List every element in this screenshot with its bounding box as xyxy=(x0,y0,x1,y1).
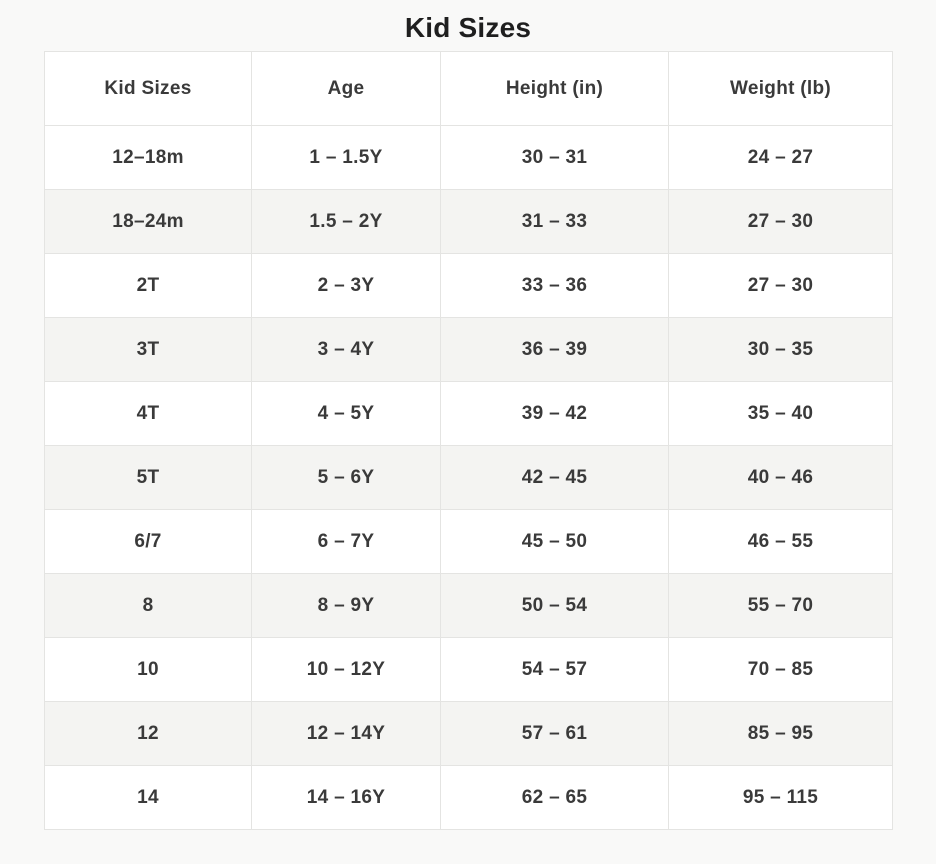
size-cell: 6/7 xyxy=(44,509,252,574)
height-cell: 45 – 50 xyxy=(440,509,669,574)
weight-cell: 85 – 95 xyxy=(668,701,893,766)
size-table-header: Kid Sizes Age Height (in) Weight (lb) xyxy=(44,51,893,126)
column-header-height: Height (in) xyxy=(440,51,669,126)
table-row: 18–24m 1.5 – 2Y 31 – 33 27 – 30 xyxy=(44,189,893,254)
weight-cell: 35 – 40 xyxy=(668,381,893,446)
size-cell: 14 xyxy=(44,765,252,830)
height-cell: 54 – 57 xyxy=(440,637,669,702)
size-cell: 3T xyxy=(44,317,252,382)
column-header-age: Age xyxy=(251,51,441,126)
age-cell: 2 – 3Y xyxy=(251,253,441,318)
age-cell: 1 – 1.5Y xyxy=(251,125,441,190)
weight-cell: 27 – 30 xyxy=(668,253,893,318)
age-cell: 6 – 7Y xyxy=(251,509,441,574)
kid-sizes-table: Kid Sizes Age Height (in) Weight (lb) 12… xyxy=(44,51,893,830)
height-cell: 36 – 39 xyxy=(440,317,669,382)
age-cell: 1.5 – 2Y xyxy=(251,189,441,254)
age-cell: 3 – 4Y xyxy=(251,317,441,382)
size-cell: 18–24m xyxy=(44,189,252,254)
size-cell: 8 xyxy=(44,573,252,638)
size-cell: 2T xyxy=(44,253,252,318)
column-header-weight: Weight (lb) xyxy=(668,51,893,126)
age-cell: 5 – 6Y xyxy=(251,445,441,510)
age-cell: 10 – 12Y xyxy=(251,637,441,702)
age-cell: 14 – 16Y xyxy=(251,765,441,830)
header-row: Kid Sizes Age Height (in) Weight (lb) xyxy=(44,51,893,126)
age-cell: 4 – 5Y xyxy=(251,381,441,446)
height-cell: 30 – 31 xyxy=(440,125,669,190)
height-cell: 39 – 42 xyxy=(440,381,669,446)
column-header-kid-sizes: Kid Sizes xyxy=(44,51,252,126)
weight-cell: 55 – 70 xyxy=(668,573,893,638)
size-cell: 10 xyxy=(44,637,252,702)
table-row: 3T 3 – 4Y 36 – 39 30 – 35 xyxy=(44,317,893,382)
weight-cell: 24 – 27 xyxy=(668,125,893,190)
table-row: 10 10 – 12Y 54 – 57 70 – 85 xyxy=(44,637,893,702)
size-table-container: Kid Sizes Age Height (in) Weight (lb) 12… xyxy=(44,51,893,830)
size-table-body: 12–18m 1 – 1.5Y 30 – 31 24 – 27 18–24m 1.5 – … xyxy=(44,125,893,830)
table-row: 5T 5 – 6Y 42 – 45 40 – 46 xyxy=(44,445,893,510)
table-row: 6/7 6 – 7Y 45 – 50 46 – 55 xyxy=(44,509,893,574)
weight-cell: 27 – 30 xyxy=(668,189,893,254)
age-cell: 8 – 9Y xyxy=(251,573,441,638)
size-cell: 12–18m xyxy=(44,125,252,190)
table-row: 14 14 – 16Y 62 – 65 95 – 115 xyxy=(44,765,893,830)
size-cell: 12 xyxy=(44,701,252,766)
size-cell: 4T xyxy=(44,381,252,446)
height-cell: 57 – 61 xyxy=(440,701,669,766)
weight-cell: 95 – 115 xyxy=(668,765,893,830)
height-cell: 31 – 33 xyxy=(440,189,669,254)
table-row: 2T 2 – 3Y 33 – 36 27 – 30 xyxy=(44,253,893,318)
weight-cell: 70 – 85 xyxy=(668,637,893,702)
height-cell: 33 – 36 xyxy=(440,253,669,318)
weight-cell: 40 – 46 xyxy=(668,445,893,510)
table-row: 12–18m 1 – 1.5Y 30 – 31 24 – 27 xyxy=(44,125,893,190)
height-cell: 50 – 54 xyxy=(440,573,669,638)
height-cell: 42 – 45 xyxy=(440,445,669,510)
weight-cell: 30 – 35 xyxy=(668,317,893,382)
size-cell: 5T xyxy=(44,445,252,510)
page-title: Kid Sizes xyxy=(404,12,532,43)
table-row: 12 12 – 14Y 57 – 61 85 – 95 xyxy=(44,701,893,766)
height-cell: 62 – 65 xyxy=(440,765,669,830)
age-cell: 12 – 14Y xyxy=(251,701,441,766)
weight-cell: 46 – 55 xyxy=(668,509,893,574)
table-row: 4T 4 – 5Y 39 – 42 35 – 40 xyxy=(44,381,893,446)
